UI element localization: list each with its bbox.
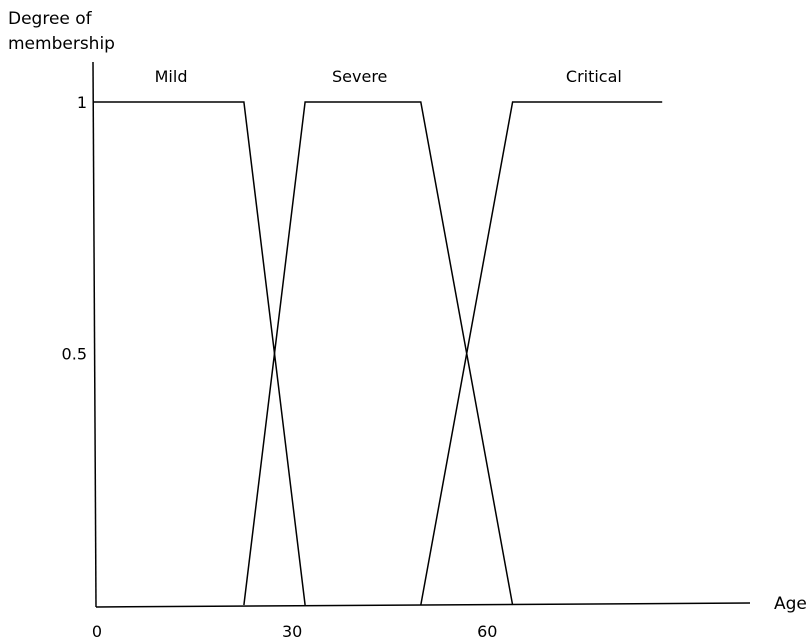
series-label-critical: Critical — [566, 67, 622, 86]
series-label-severe: Severe — [332, 67, 387, 86]
x-tick-label: 60 — [477, 622, 497, 641]
axes — [92, 61, 751, 608]
series-line-critical — [420, 101, 663, 606]
x-tick-label: 30 — [282, 622, 302, 641]
y-axis-title-line-1: Degree of — [8, 9, 93, 29]
y-axis-title-line-2: membership — [8, 34, 115, 54]
series-label-mild: Mild — [155, 67, 188, 86]
fuzzy-set-labels: Mild Severe Critical — [155, 67, 622, 86]
y-axis — [92, 61, 97, 608]
membership-lines — [93, 101, 663, 606]
y-tick-label: 0.5 — [62, 345, 87, 364]
x-tick-label: 0 — [92, 622, 102, 641]
series-line-severe — [243, 101, 514, 606]
series-line-mild — [93, 101, 306, 606]
x-tick-labels: 0 30 60 — [92, 622, 498, 641]
x-axis-title: Age — [774, 594, 807, 614]
x-axis — [95, 602, 751, 608]
y-tick-labels: 0.51 — [62, 93, 87, 364]
y-tick-label: 1 — [77, 93, 87, 112]
